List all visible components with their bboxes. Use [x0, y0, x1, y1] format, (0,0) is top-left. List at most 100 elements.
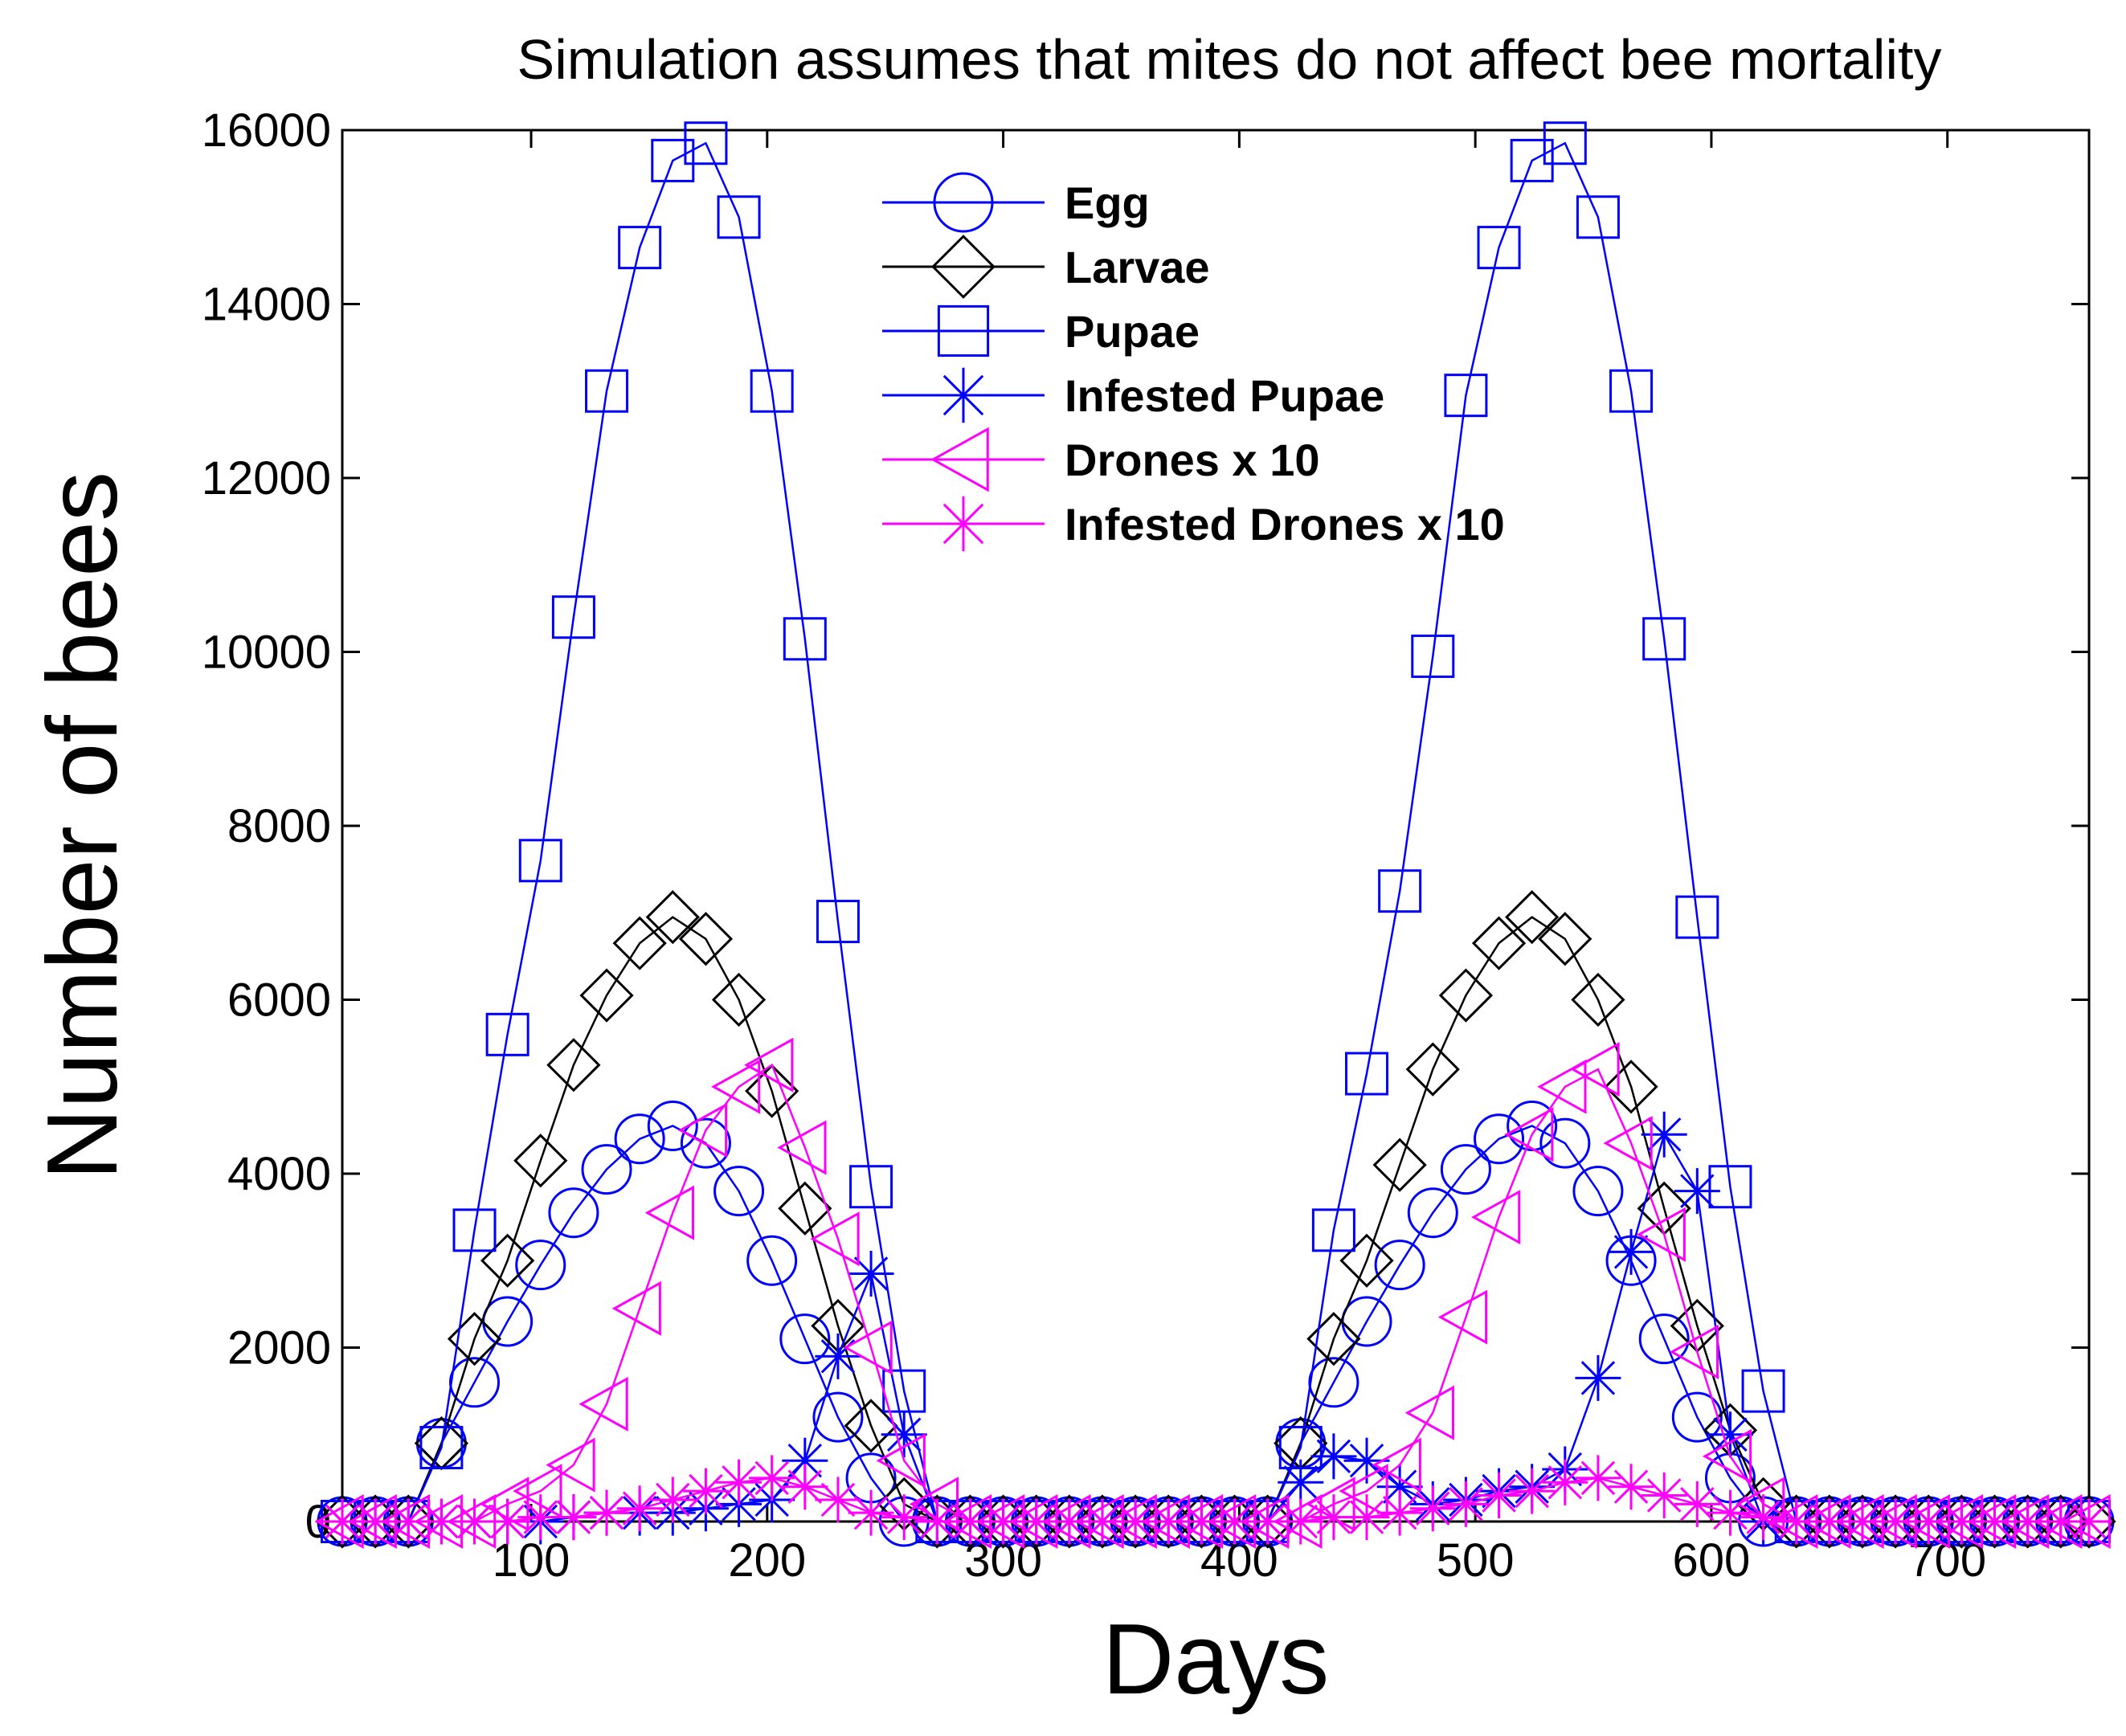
data-point — [1411, 634, 1455, 678]
data-point — [1538, 912, 1592, 966]
data-point — [518, 839, 562, 883]
axis-ticks: 100 200 300 400 500 600 7000200040006000800010… — [202, 104, 2089, 1587]
data-point — [484, 1498, 531, 1545]
data-point — [1404, 1385, 1454, 1440]
data-point — [1872, 1498, 1919, 1545]
data-point — [778, 1181, 832, 1236]
data-point — [1504, 1107, 1554, 1162]
data-point — [1671, 1391, 1723, 1443]
data-point — [548, 1187, 599, 1239]
legend-label: Infested Pupae — [1065, 370, 1384, 421]
data-point — [1306, 1312, 1361, 1366]
x-tick-label: 600 — [1673, 1534, 1751, 1587]
data-point — [649, 1477, 696, 1523]
data-point — [1702, 1428, 1752, 1484]
data-point — [551, 595, 595, 639]
data-point — [1839, 1498, 1886, 1545]
data-point — [717, 195, 761, 239]
data-point — [1510, 138, 1554, 182]
data-point — [447, 1312, 502, 1366]
data-point — [645, 890, 700, 945]
data-point — [550, 1494, 597, 1541]
data-point — [1476, 1473, 1523, 1519]
data-point — [1608, 1464, 1654, 1510]
data-point — [1376, 1464, 1423, 1510]
y-axis-label: Number of bees — [27, 472, 138, 1180]
legend-label: Infested Drones x 10 — [1065, 499, 1505, 549]
y-tick-label: 4000 — [227, 1148, 331, 1200]
data-point — [810, 1211, 860, 1267]
data-point — [1470, 1190, 1521, 1245]
data-point — [816, 900, 860, 944]
y-tick-label: 8000 — [227, 800, 331, 852]
data-point — [779, 1313, 831, 1365]
data-point — [612, 916, 667, 970]
data-point — [1571, 972, 1625, 1027]
data-point — [777, 1120, 827, 1175]
legend-marker — [935, 367, 991, 423]
data-point — [1707, 1411, 1753, 1458]
data-point — [1572, 1166, 1624, 1217]
data-point — [684, 121, 728, 165]
data-point — [1372, 1138, 1427, 1192]
series-pupae — [321, 121, 2111, 1543]
data-point — [1079, 1498, 1126, 1545]
data-point — [1442, 1481, 1489, 1527]
data-point — [1405, 1042, 1460, 1097]
data-point — [946, 1498, 993, 1545]
data-point — [843, 1320, 893, 1375]
data-point — [749, 1455, 795, 1501]
x-tick-label: 100 — [493, 1534, 570, 1587]
data-point — [914, 1498, 960, 1545]
data-point — [1374, 1240, 1425, 1291]
data-point — [909, 1477, 959, 1532]
data-point — [1675, 895, 1719, 939]
legend-marker — [930, 427, 989, 492]
data-point — [1642, 617, 1686, 661]
data-point — [745, 1064, 799, 1118]
series-line — [342, 1125, 2089, 1523]
series-line — [342, 141, 2089, 1523]
data-point — [616, 1485, 663, 1532]
data-point — [419, 1425, 464, 1469]
data-point — [1669, 1324, 1719, 1379]
data-point — [1440, 1144, 1491, 1195]
data-point — [513, 1464, 562, 1519]
data-point — [611, 1281, 661, 1336]
data-point — [618, 226, 662, 270]
data-point — [418, 1498, 464, 1545]
legend-item: Egg — [882, 172, 1150, 233]
data-point — [716, 1459, 762, 1505]
data-point — [1971, 1498, 2018, 1545]
data-point — [485, 1012, 529, 1056]
data-point — [1543, 121, 1587, 165]
y-tick-label: 10000 — [202, 627, 331, 679]
data-point — [581, 1144, 632, 1195]
data-point — [579, 968, 634, 1023]
data-point — [744, 1037, 794, 1093]
legend-label: Larvae — [1065, 242, 1210, 292]
data-point — [1576, 195, 1620, 239]
data-point — [1575, 1354, 1621, 1401]
data-point — [1407, 1187, 1458, 1239]
series-infested-drones-x-10 — [319, 1455, 2112, 1545]
data-point — [782, 1464, 828, 1510]
data-point — [1542, 1459, 1588, 1505]
legend-marker — [931, 235, 996, 299]
data-point — [815, 1477, 861, 1523]
data-point — [1905, 1498, 1952, 1545]
data-point — [1343, 1494, 1390, 1541]
data-point — [1707, 1489, 1753, 1536]
data-point — [750, 369, 794, 413]
y-tick-label: 6000 — [227, 974, 331, 1027]
data-point — [1409, 1485, 1456, 1532]
legend-marker — [937, 304, 990, 357]
data-point — [2038, 1498, 2084, 1545]
data-point — [1345, 1052, 1389, 1096]
legend-item: Infested Pupae — [882, 367, 1384, 423]
data-point — [1310, 1433, 1357, 1480]
data-point — [352, 1498, 399, 1545]
data-point — [848, 1250, 894, 1297]
data-point — [480, 1233, 535, 1288]
